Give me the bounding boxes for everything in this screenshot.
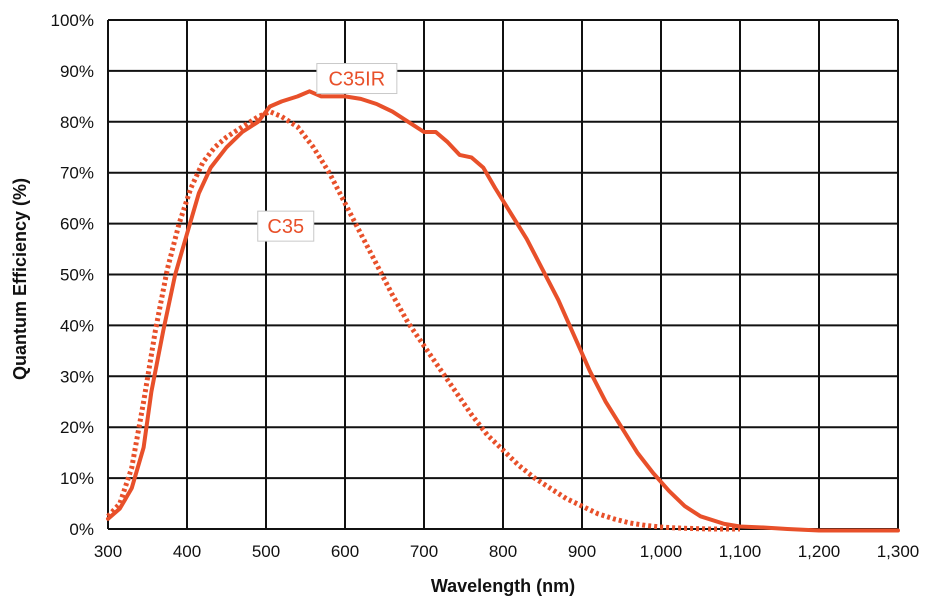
grid-lines bbox=[107, 19, 899, 530]
y-tick-label: 0% bbox=[69, 520, 94, 539]
y-tick-label: 80% bbox=[60, 113, 94, 132]
series-lines bbox=[106, 89, 900, 533]
y-tick-label: 40% bbox=[60, 316, 94, 335]
y-tick-label: 20% bbox=[60, 418, 94, 437]
series-labels: C35IR C35 bbox=[257, 63, 398, 242]
series-label-box bbox=[257, 210, 315, 242]
x-tick-label: 1,100 bbox=[719, 542, 762, 561]
series-label: C35IR bbox=[328, 69, 385, 91]
axis-tick-labels: 300 400 500 600 700 800 900 1,000 1,100 1,200 1,30… bbox=[51, 11, 920, 561]
series-line-c35 bbox=[106, 109, 740, 532]
x-tick-label: 700 bbox=[410, 542, 438, 561]
x-tick-label: 600 bbox=[331, 542, 359, 561]
y-tick-label: 90% bbox=[60, 62, 94, 81]
y-axis-title: Quantum Efficiency (%) bbox=[10, 178, 30, 380]
x-tick-label: 1,200 bbox=[798, 542, 841, 561]
x-tick-label: 300 bbox=[94, 542, 122, 561]
series-line-c35ir bbox=[106, 89, 900, 533]
x-tick-label: 900 bbox=[568, 542, 596, 561]
y-tick-label: 60% bbox=[60, 215, 94, 234]
y-tick-label: 100% bbox=[51, 11, 94, 30]
series-label: C35 bbox=[267, 216, 304, 238]
x-tick-label: 400 bbox=[173, 542, 201, 561]
series-label-box bbox=[316, 63, 398, 95]
x-tick-label: 1,300 bbox=[877, 542, 920, 561]
y-tick-label: 70% bbox=[60, 164, 94, 183]
y-tick-label: 30% bbox=[60, 367, 94, 386]
x-axis-title: Wavelength (nm) bbox=[431, 576, 575, 596]
y-tick-label: 10% bbox=[60, 469, 94, 488]
x-tick-label: 800 bbox=[489, 542, 517, 561]
x-tick-label: 500 bbox=[252, 542, 280, 561]
x-tick-label: 1,000 bbox=[640, 542, 683, 561]
y-tick-label: 50% bbox=[60, 266, 94, 285]
